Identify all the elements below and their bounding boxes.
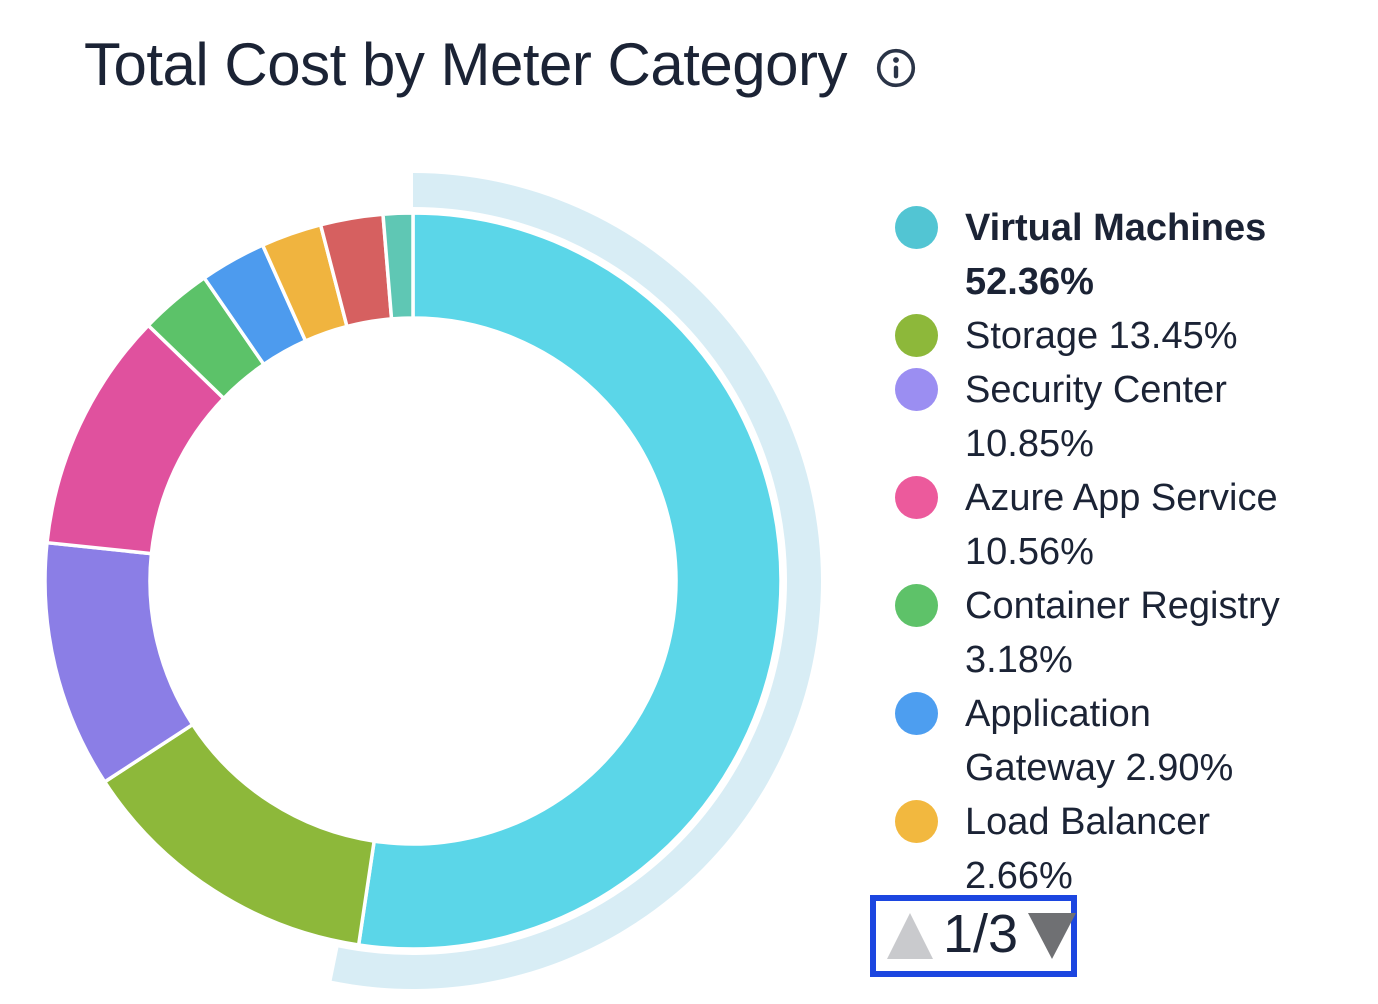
legend-label: Storage 13.45% (965, 315, 1238, 357)
donut-slice-unlabeled-9[interactable] (381, 211, 415, 321)
legend-item-load-balancer[interactable]: Load Balancer 2.66% (895, 795, 1293, 903)
page-down-icon[interactable] (1028, 913, 1077, 959)
legend-item-security-center[interactable]: Security Center 10.85% (895, 363, 1293, 471)
legend-item-container-registry[interactable]: Container Registry 3.18% (895, 579, 1293, 687)
info-icon[interactable] (875, 47, 917, 89)
legend-swatch-icon (895, 584, 938, 627)
legend-label: Application Gateway 2.90% (965, 693, 1234, 789)
legend-swatch-icon (895, 368, 938, 411)
legend: Virtual Machines 52.36% Storage 13.45% Sec… (895, 201, 1293, 903)
page-title: Total Cost by Meter Category (84, 31, 847, 98)
legend-swatch-icon (895, 206, 938, 249)
legend-item-application-gateway[interactable]: Application Gateway 2.90% (895, 687, 1293, 795)
legend-swatch-icon (895, 692, 938, 735)
legend-label: Security Center 10.85% (965, 369, 1227, 465)
page-indicator: 1/3 (943, 904, 1019, 964)
legend-label: Container Registry 3.18% (965, 585, 1280, 681)
donut-chart (43, 173, 822, 990)
legend-item-azure-app-service[interactable]: Azure App Service 10.56% (895, 471, 1293, 579)
chart-header: Total Cost by Meter Category (84, 30, 917, 99)
legend-label: Virtual Machines 52.36% (965, 207, 1267, 303)
legend-label: Azure App Service 10.56% (965, 477, 1278, 573)
page-up-icon[interactable] (887, 913, 933, 959)
legend-swatch-icon (895, 314, 938, 357)
legend-item-virtual-machines[interactable]: Virtual Machines 52.36% (895, 201, 1293, 309)
legend-label: Load Balancer 2.66% (965, 801, 1211, 897)
legend-item-storage[interactable]: Storage 13.45% (895, 309, 1293, 363)
legend-swatch-icon (895, 476, 938, 519)
legend-pagination pagination-highlight-box: 1/3 (870, 895, 1077, 977)
legend-swatch-icon (895, 800, 938, 843)
donut-slice-virtual-machines[interactable] (356, 211, 783, 951)
